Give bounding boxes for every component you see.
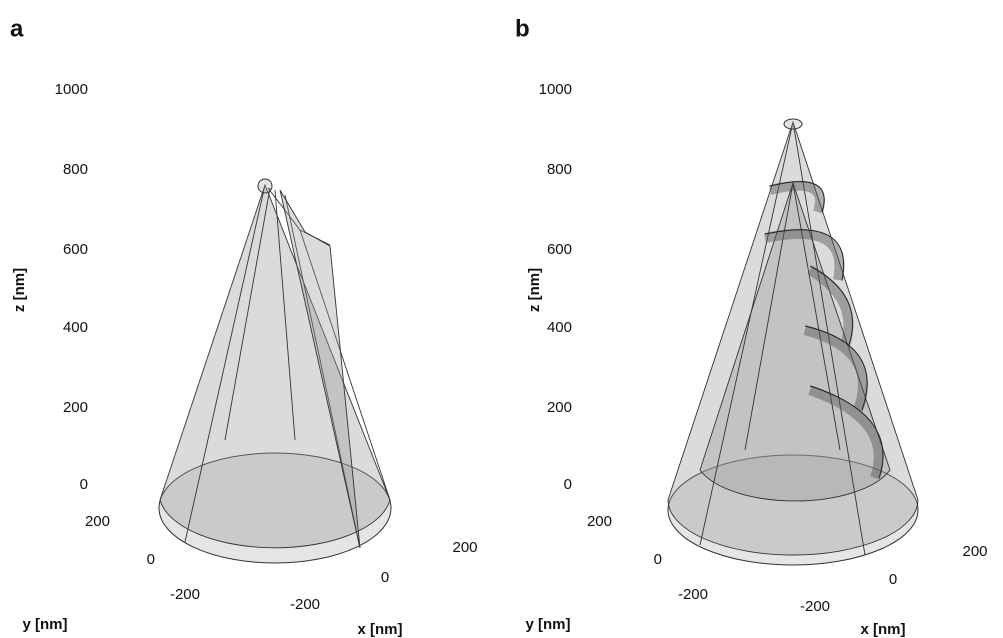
z-axis-label: z [nm]	[11, 268, 28, 312]
z-tick-label: 400	[63, 319, 88, 336]
z-axis-label: z [nm]	[526, 268, 543, 312]
x-tick-label: 200	[452, 539, 477, 556]
panel-label: a	[10, 15, 24, 42]
x-axis-label: x [nm]	[358, 621, 403, 638]
cone	[667, 118, 919, 566]
z-tick-label: 1000	[55, 81, 88, 98]
y-tick-label: 0	[147, 551, 155, 568]
y-axis-label: y [nm]	[23, 616, 68, 633]
y-tick-label: -200	[170, 586, 200, 603]
x-tick-label: 0	[381, 569, 389, 586]
z-tick-label: 800	[547, 161, 572, 178]
x-tick-label: 200	[962, 543, 987, 560]
y-axis-label: y [nm]	[526, 616, 571, 633]
y-tick-label: 200	[587, 513, 612, 530]
cone	[158, 178, 392, 564]
x-tick-label: -200	[800, 598, 830, 615]
x-tick-label: 0	[889, 571, 897, 588]
z-tick-label: 200	[547, 399, 572, 416]
z-tick-label: 600	[547, 241, 572, 258]
y-tick-label: -200	[678, 586, 708, 603]
panel-label: b	[515, 15, 530, 42]
z-tick-label: 600	[63, 241, 88, 258]
y-tick-label: 200	[85, 513, 110, 530]
y-tick-label: 0	[654, 551, 662, 568]
x-axis-label: x [nm]	[861, 621, 906, 638]
z-tick-label: 200	[63, 399, 88, 416]
z-tick-label: 1000	[539, 81, 572, 98]
z-tick-label: 0	[80, 476, 88, 493]
z-tick-label: 400	[547, 319, 572, 336]
z-tick-label: 0	[564, 476, 572, 493]
x-tick-label: -200	[290, 596, 320, 613]
z-tick-label: 800	[63, 161, 88, 178]
